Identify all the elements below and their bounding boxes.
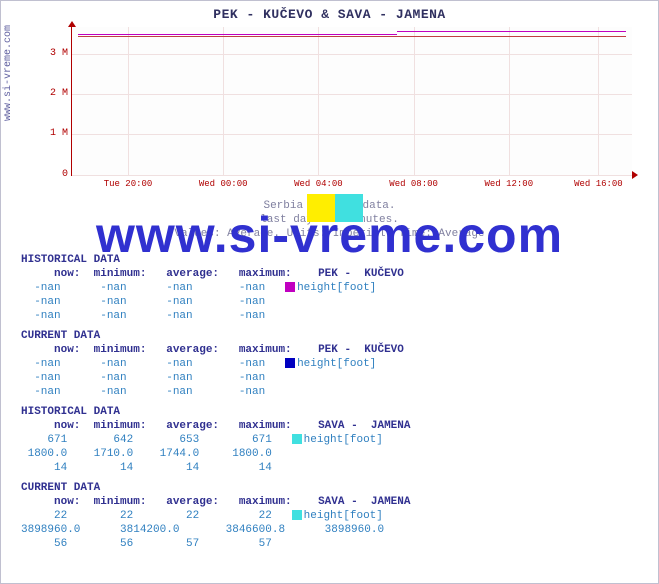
data-row: -nan -nan -nan -nan <box>21 296 265 308</box>
legend-swatch-icon <box>292 434 302 444</box>
gridline-v <box>414 27 415 175</box>
x-tick-label: Tue 20:00 <box>104 179 153 189</box>
series-line <box>78 34 397 35</box>
chart-container: PEK - KUČEVO & SAVA - JAMENA www.si-vrem… <box>0 0 659 584</box>
watermark-cyan-icon <box>335 194 363 222</box>
legend-label: height[foot] <box>304 434 383 446</box>
block-header: CURRENT DATA <box>21 330 100 342</box>
column-headers: now: minimum: average: maximum: <box>21 268 292 280</box>
x-axis-arrow-icon <box>632 171 638 179</box>
block-header: CURRENT DATA <box>21 482 100 494</box>
y-tick-label: 2 M <box>44 88 68 99</box>
x-tick-label: Wed 04:00 <box>294 179 343 189</box>
gridline-v <box>128 27 129 175</box>
y-tick-label: 3 M <box>44 48 68 59</box>
x-tick-label: Wed 12:00 <box>484 179 533 189</box>
data-block: HISTORICAL DATA now: minimum: average: m… <box>21 405 410 475</box>
y-tick-label: 1 M <box>44 128 68 139</box>
gridline-v <box>318 27 319 175</box>
data-row: 671 642 653 671 <box>21 434 272 446</box>
station-name: PEK - KUČEVO <box>318 344 404 356</box>
data-row: 56 56 57 57 <box>21 538 272 550</box>
y-axis-label: www.si-vreme.com <box>3 25 14 121</box>
gridline-v <box>598 27 599 175</box>
y-tick-label: 0 <box>44 169 68 180</box>
column-headers: now: minimum: average: maximum: <box>21 344 292 356</box>
chart-area: 0 1 M 2 M 3 M Tue 20:00 Wed 00:00 Wed 04:00 Wed… <box>43 27 641 197</box>
plot-area: 01 M2 M3 MTue 20:00Wed 00:00Wed 04:00Wed… <box>71 27 632 176</box>
data-block: CURRENT DATA now: minimum: average: maxi… <box>21 329 404 399</box>
data-row: 3898960.0 3814200.0 3846600.8 3898960.0 <box>21 524 384 536</box>
x-tick-label: Wed 16:00 <box>574 179 623 189</box>
watermark-yellow-icon <box>307 194 335 222</box>
data-row: 1800.0 1710.0 1744.0 1800.0 <box>21 448 272 460</box>
station-name: SAVA - JAMENA <box>318 496 410 508</box>
data-row: -nan -nan -nan -nan <box>21 372 265 384</box>
station-name: SAVA - JAMENA <box>318 420 410 432</box>
station-name: PEK - KUČEVO <box>318 268 404 280</box>
data-row: 14 14 14 14 <box>21 462 272 474</box>
gridline-h <box>72 175 632 176</box>
series-line <box>78 36 627 37</box>
block-header: HISTORICAL DATA <box>21 254 120 266</box>
data-row: -nan -nan -nan -nan <box>21 282 265 294</box>
column-headers: now: minimum: average: maximum: <box>21 420 292 432</box>
gridline-h <box>72 54 632 55</box>
legend-swatch-icon <box>285 282 295 292</box>
y-axis-arrow-icon <box>68 21 76 27</box>
data-row: -nan -nan -nan -nan <box>21 358 265 370</box>
subtitle-meta: Values: Average. Units: Imperial. Time: … <box>1 228 658 240</box>
gridline-v <box>509 27 510 175</box>
gridline-v <box>223 27 224 175</box>
legend-label: height[foot] <box>297 282 376 294</box>
series-line <box>397 31 627 32</box>
legend-label: height[foot] <box>304 510 383 522</box>
gridline-h <box>72 94 632 95</box>
x-tick-label: Wed 00:00 <box>199 179 248 189</box>
chart-title: PEK - KUČEVO & SAVA - JAMENA <box>1 1 658 26</box>
x-tick-label: Wed 08:00 <box>389 179 438 189</box>
gridline-h <box>72 134 632 135</box>
legend-swatch-icon <box>285 358 295 368</box>
data-block: CURRENT DATA now: minimum: average: maxi… <box>21 481 410 551</box>
block-header: HISTORICAL DATA <box>21 406 120 418</box>
data-row: 22 22 22 22 <box>21 510 272 522</box>
column-headers: now: minimum: average: maximum: <box>21 496 292 508</box>
legend-label: height[foot] <box>297 358 376 370</box>
data-row: -nan -nan -nan -nan <box>21 310 265 322</box>
legend-swatch-icon <box>292 510 302 520</box>
data-block: HISTORICAL DATA now: minimum: average: m… <box>21 253 404 323</box>
data-row: -nan -nan -nan -nan <box>21 386 265 398</box>
